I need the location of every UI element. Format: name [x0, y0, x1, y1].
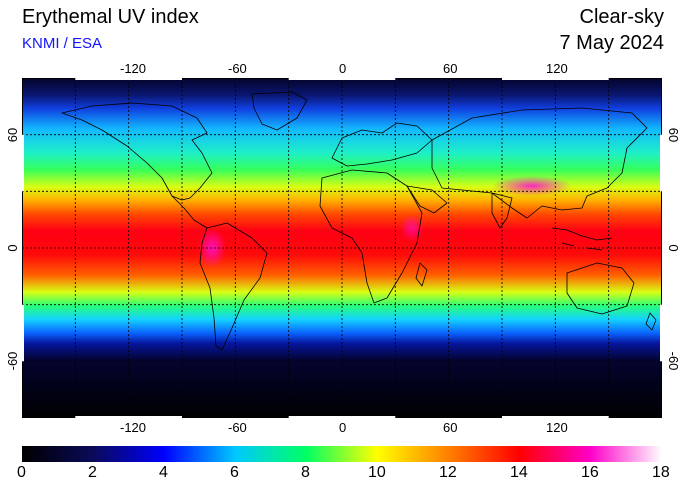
new-zealand-coast: [645, 312, 657, 331]
colorbar-tick: 6: [230, 464, 239, 481]
lon-tick-bottom: 120: [546, 420, 568, 435]
frame-scale-ticks: [22, 78, 662, 418]
colorbar-tick: 14: [510, 464, 528, 481]
date-label: 7 May 2024: [559, 32, 664, 54]
colorbar-tick: 16: [581, 464, 599, 481]
lat-labels-left: 60 0 -60: [5, 128, 20, 371]
colorbar-tick: 4: [159, 464, 168, 481]
colorbar-tick: 8: [301, 464, 310, 481]
lat-tick-left: 60: [5, 128, 20, 142]
europe-coast: [331, 122, 433, 167]
lon-tick-bottom: 60: [443, 420, 458, 435]
north-america-coast: [61, 102, 213, 201]
lon-tick-bottom: 0: [339, 420, 347, 435]
colorbar-tick: 10: [368, 464, 386, 481]
east-africa-uv-maximum: [400, 214, 424, 242]
lat-tick-right: -60: [666, 352, 681, 371]
lon-tick-top: -60: [228, 61, 247, 76]
madagascar-coast: [415, 262, 428, 287]
colorbar-tick: 0: [17, 464, 26, 481]
lat-tick-right: 60: [666, 128, 681, 142]
graticule: [22, 78, 662, 418]
lon-tick-top: -120: [120, 61, 147, 76]
lon-tick-bottom: -120: [120, 420, 147, 435]
colorbar-tick: 18: [652, 464, 670, 481]
colorbar-tick: 12: [439, 464, 457, 481]
australia-coast: [566, 262, 635, 315]
sky-condition-label: Clear-sky: [579, 6, 664, 28]
coastlines: [61, 91, 657, 351]
south-america-coast: [199, 222, 268, 351]
africa-coast: [319, 169, 423, 304]
asia-coast: [431, 107, 648, 219]
lon-tick-top: 120: [546, 61, 568, 76]
credit-label: KNMI / ESA: [22, 35, 103, 52]
lat-tick-left: 0: [5, 244, 20, 251]
lat-labels-right: 60 0 -60: [666, 128, 681, 371]
colorbar-gradient: [22, 446, 662, 462]
lon-tick-top: 0: [339, 61, 347, 76]
lat-tick-left: -60: [5, 352, 20, 371]
india-coast: [491, 192, 513, 229]
central-america-coast: [171, 195, 208, 229]
tibet-uv-maximum: [492, 176, 572, 196]
uv-colorbar: [22, 446, 662, 462]
map-title: Erythemal UV index: [22, 6, 199, 28]
colorbar-tick: 2: [88, 464, 97, 481]
uv-index-map: [22, 78, 662, 418]
greenland-coast: [251, 91, 308, 131]
lon-tick-top: 60: [443, 61, 458, 76]
arabia-coast: [406, 185, 448, 214]
southeast-asia-islands-coast: [551, 227, 613, 251]
lon-tick-bottom: -60: [228, 420, 247, 435]
lat-tick-right: 0: [666, 244, 681, 251]
